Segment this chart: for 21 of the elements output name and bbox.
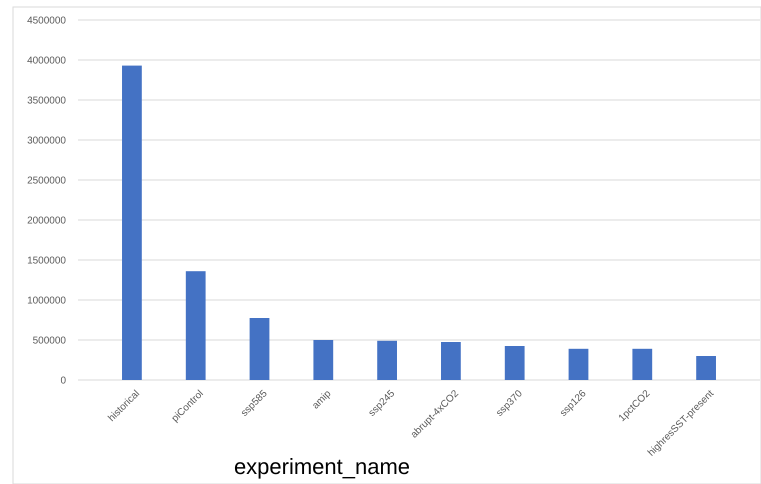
y-tick-label: 2500000 bbox=[27, 176, 66, 186]
bar bbox=[186, 271, 206, 380]
y-tick-label: 1000000 bbox=[27, 296, 66, 306]
y-tick-label: 2000000 bbox=[27, 216, 66, 226]
bar bbox=[696, 356, 716, 380]
y-tick-label: 3500000 bbox=[27, 96, 66, 106]
bar bbox=[441, 342, 461, 380]
y-tick-label: 4000000 bbox=[27, 56, 66, 66]
bar bbox=[568, 348, 588, 380]
bar bbox=[632, 348, 652, 380]
y-tick-label: 500000 bbox=[32, 336, 66, 346]
y-tick-label: 1500000 bbox=[27, 256, 66, 266]
y-tick-label: 3000000 bbox=[27, 136, 66, 146]
bar bbox=[377, 340, 397, 380]
y-tick-label: 0 bbox=[60, 376, 66, 386]
bar bbox=[122, 66, 142, 380]
bar bbox=[504, 346, 525, 380]
bar bbox=[250, 318, 270, 380]
y-tick-label: 4500000 bbox=[27, 16, 66, 26]
bar bbox=[313, 340, 334, 380]
x-axis-title: experiment_name bbox=[234, 454, 410, 479]
